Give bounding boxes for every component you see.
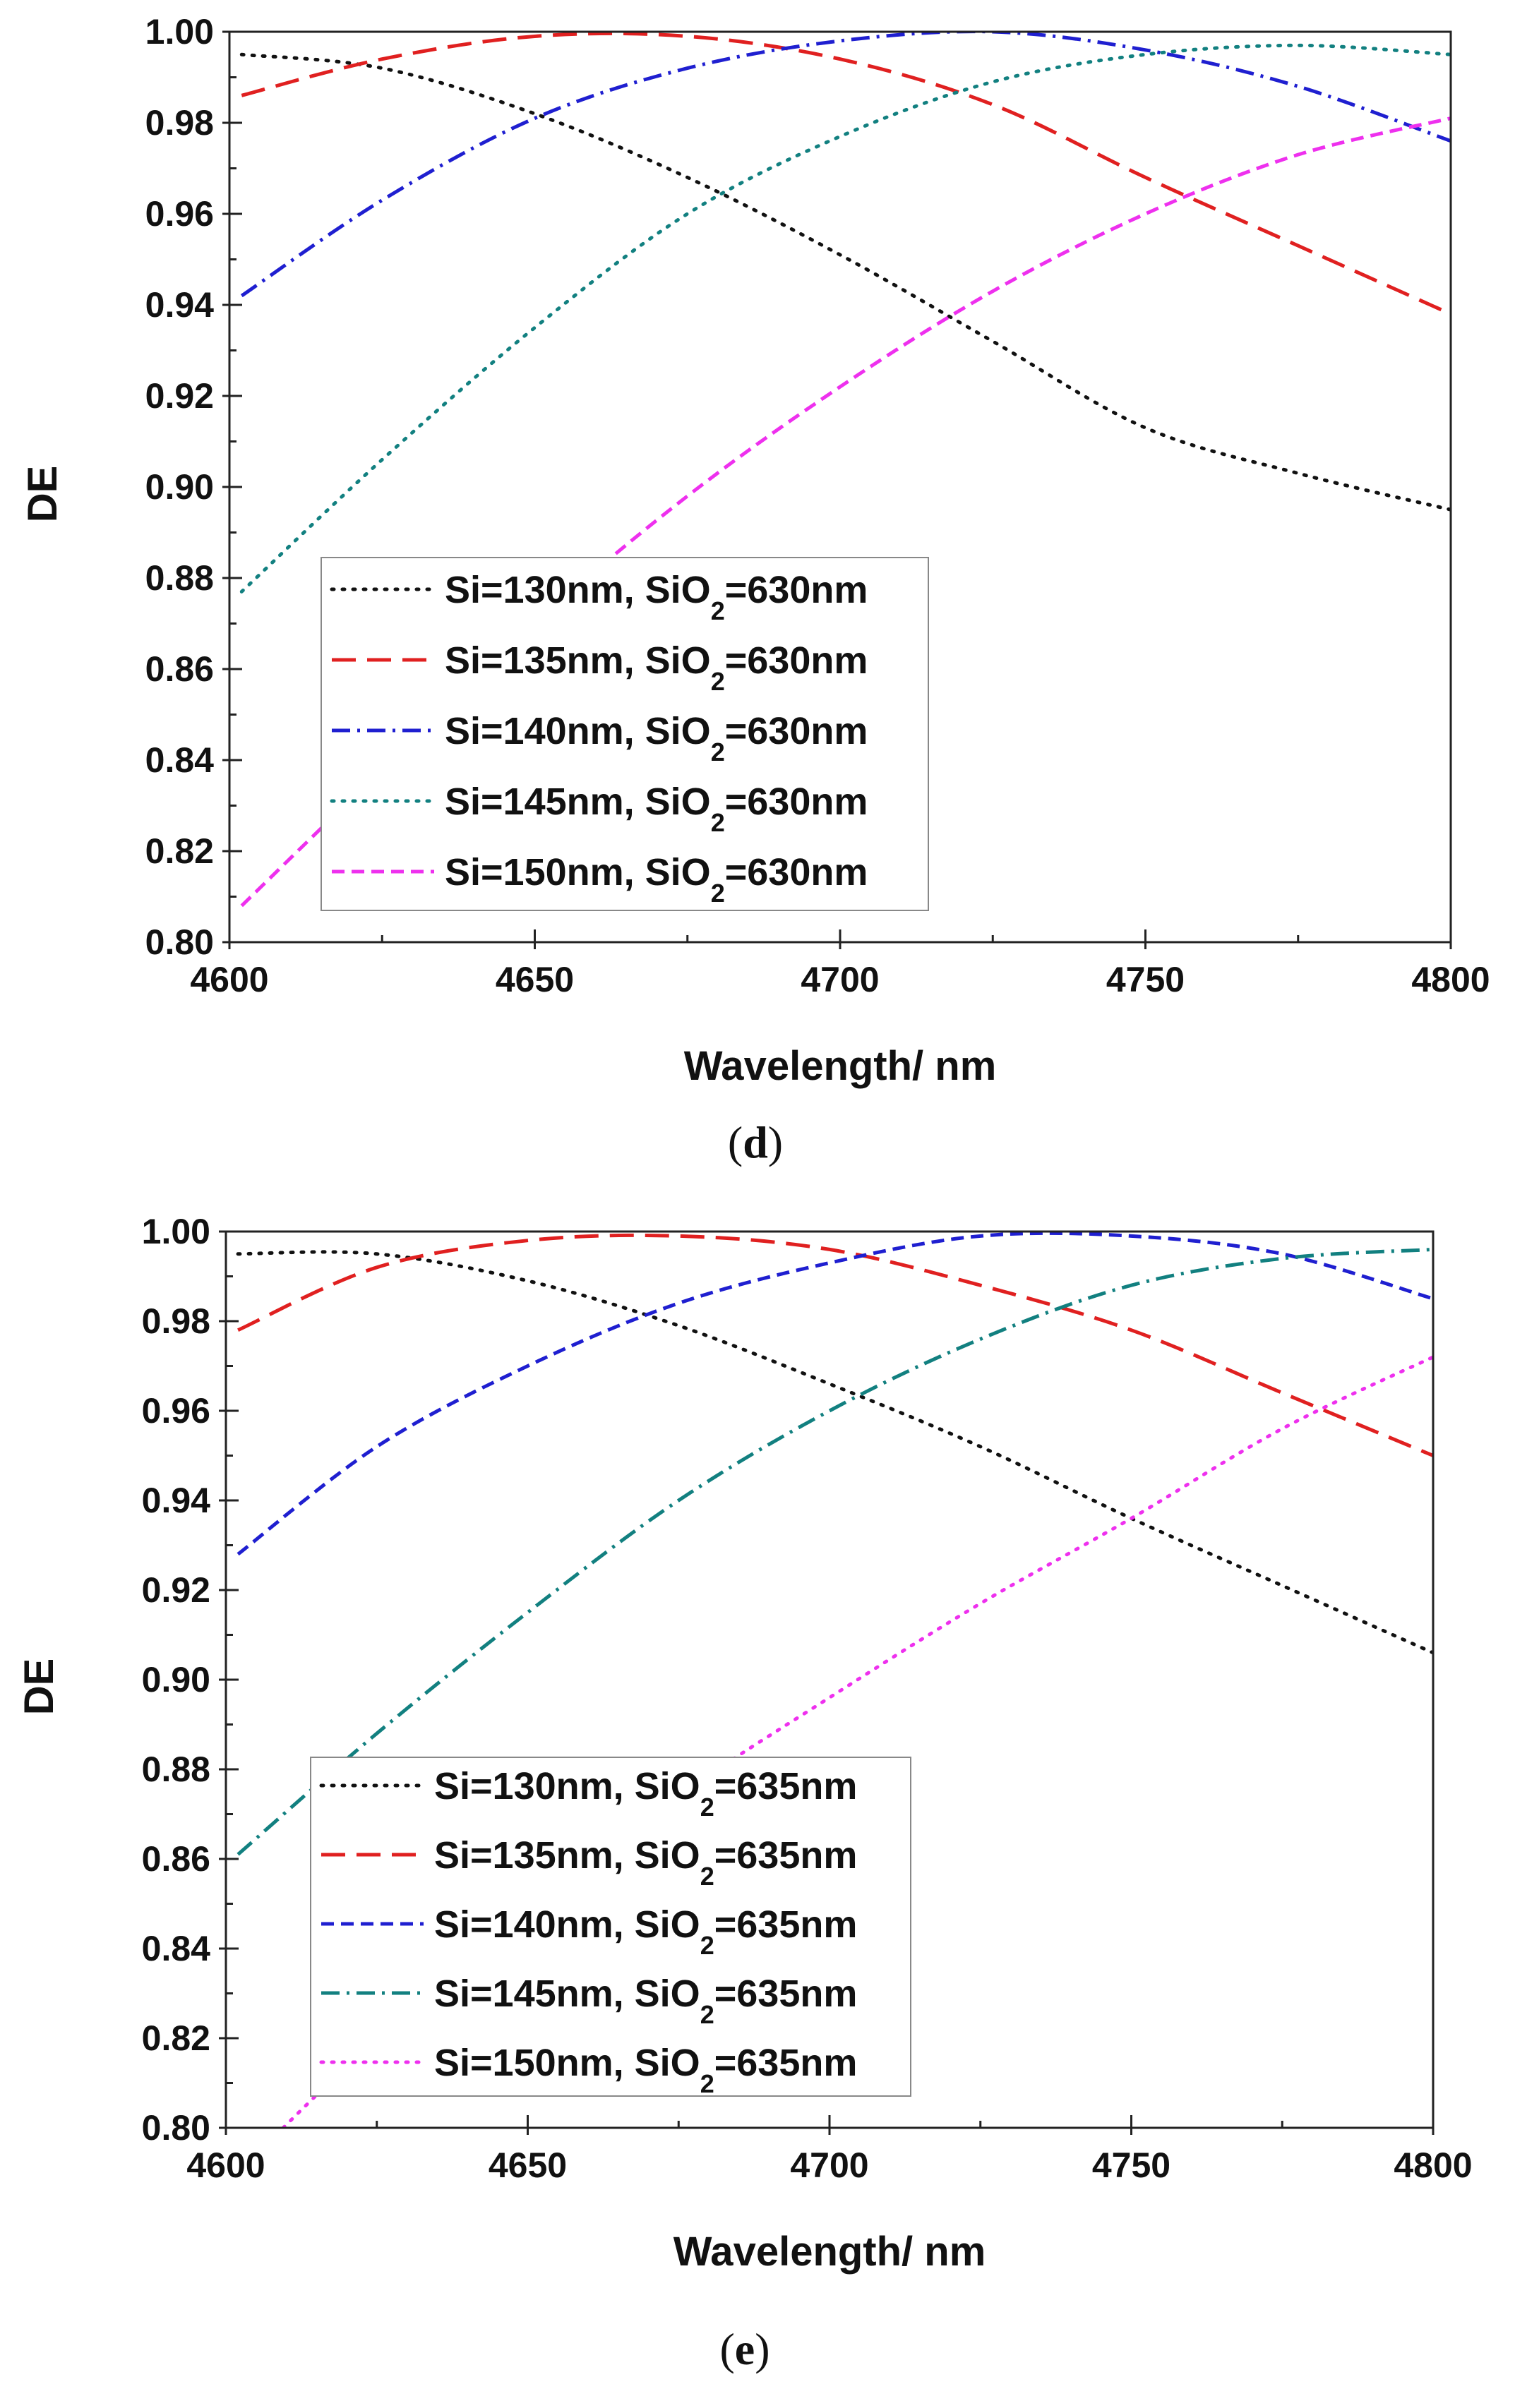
y-tick-label: 0.88	[142, 1750, 210, 1789]
x-tick-label: 4750	[1106, 960, 1185, 999]
y-tick-label: 0.92	[142, 1570, 210, 1610]
panel-caption: (e)	[719, 2324, 770, 2374]
legend-label-5: Si=150nm, SiO2=630nm	[445, 851, 868, 908]
x-tick-label: 4600	[190, 960, 268, 999]
legend-label-subscript: 2	[700, 1862, 714, 1891]
legend-label-part: Si=145nm, SiO	[434, 1973, 700, 2015]
legend-label-part: Si=135nm, SiO	[445, 639, 711, 682]
y-tick-label: 0.84	[145, 740, 215, 780]
legend-label-1: Si=130nm, SiO2=635nm	[434, 1765, 857, 1822]
x-tick-label: 4700	[801, 960, 879, 999]
y-tick-label: 0.98	[145, 103, 214, 143]
legend-label-3: Si=140nm, SiO2=635nm	[434, 1903, 857, 1960]
legend-label-part: Si=135nm, SiO	[434, 1834, 700, 1877]
legend-label-part: Si=150nm, SiO	[434, 2042, 700, 2084]
legend-label-subscript: 2	[700, 1931, 714, 1960]
legend-label-1: Si=130nm, SiO2=630nm	[445, 569, 868, 625]
legend-label-part: Si=140nm, SiO	[445, 710, 711, 752]
legend-label-part: =630nm	[725, 569, 868, 611]
chart-panel-e: 0.80 0.82 0.84 0.86 0.88 0.90 0.92 0.94 0.96 0.98…	[16, 1212, 1473, 2374]
x-tick-label: 4650	[489, 2145, 567, 2185]
series-line-2	[237, 1233, 1433, 1457]
legend-label-subscript: 2	[711, 738, 725, 766]
legend-label-subscript: 2	[700, 2000, 714, 2029]
legend-label-2: Si=135nm, SiO2=630nm	[445, 639, 868, 696]
x-tick-label: 4750	[1092, 2145, 1170, 2185]
legend-label-part: Si=140nm, SiO	[434, 1903, 700, 1946]
y-tick-label: 1.00	[145, 12, 214, 52]
x-tick-label: 4650	[496, 960, 574, 999]
legend-label-subscript: 2	[711, 596, 725, 625]
y-tick-label: 0.96	[145, 194, 214, 234]
legend-label-part: =630nm	[725, 851, 868, 893]
y-tick-label: 0.86	[145, 649, 214, 689]
chart-panel-d: 0.80 0.82 0.84 0.86 0.88 0.90 0.92 0.94 0.96 0.98…	[20, 12, 1490, 1167]
legend-label-part: =630nm	[725, 639, 868, 682]
legend-label-part: =630nm	[725, 781, 868, 823]
caption-letter: d	[743, 1117, 768, 1167]
x-axis-title: Wavelength/ nm	[673, 2229, 986, 2275]
series-line-3	[236, 1232, 1433, 1556]
x-tick-label: 4600	[186, 2145, 265, 2185]
y-axis-title: DE	[20, 466, 66, 523]
legend-label-3: Si=140nm, SiO2=630nm	[445, 710, 868, 766]
y-tick-label: 0.96	[142, 1391, 210, 1431]
legend-label-subscript: 2	[711, 667, 725, 696]
y-tick-label: 0.90	[145, 467, 214, 507]
legend-label-2: Si=135nm, SiO2=635nm	[434, 1834, 857, 1891]
y-tick-label: 0.94	[142, 1481, 211, 1520]
x-tick-label: 4800	[1394, 2145, 1472, 2185]
y-tick-label: 0.86	[142, 1839, 210, 1879]
y-tick-label: 0.90	[142, 1660, 210, 1699]
caption-letter: e	[735, 2324, 755, 2374]
y-tick-label: 0.94	[145, 285, 215, 325]
y-tick-label: 0.82	[145, 831, 214, 871]
legend-label-part: =635nm	[714, 1765, 858, 1807]
legend-label-part: =635nm	[714, 1834, 858, 1877]
x-tick-label: 4800	[1411, 960, 1490, 999]
series-line-1	[239, 52, 1451, 512]
x-axis-title: Wavelength/ nm	[684, 1043, 997, 1089]
legend-label-part: Si=130nm, SiO	[445, 569, 711, 611]
legend-box	[321, 557, 929, 911]
legend-label-subscript: 2	[700, 1793, 714, 1822]
legend-label-5: Si=150nm, SiO2=635nm	[434, 2042, 857, 2098]
caption-paren-open: (	[728, 1117, 743, 1167]
legend-label-part: =630nm	[725, 710, 868, 752]
legend-label-subscript: 2	[711, 879, 725, 908]
series-line-1	[236, 1250, 1433, 1655]
series-line-4	[239, 43, 1451, 594]
caption-paren-close: )	[768, 1117, 783, 1167]
x-tick-label: 4700	[790, 2145, 868, 2185]
legend-box	[310, 1757, 911, 2097]
legend-label-4: Si=145nm, SiO2=630nm	[445, 781, 868, 837]
y-tick-label: 0.82	[142, 2018, 210, 2058]
caption-paren-open: (	[719, 2324, 734, 2374]
legend-label-part: =635nm	[714, 1973, 858, 2015]
series-line-3	[240, 32, 1451, 298]
legend-label-part: =635nm	[714, 2042, 858, 2084]
legend-label-part: Si=145nm, SiO	[445, 781, 711, 823]
y-tick-label: 0.88	[145, 558, 214, 598]
y-axis-title: DE	[16, 1658, 62, 1716]
legend-label-4: Si=145nm, SiO2=635nm	[434, 1973, 857, 2029]
legend-label-part: =635nm	[714, 1903, 858, 1946]
series-line-2	[241, 32, 1451, 316]
legend-label-part: Si=130nm, SiO	[434, 1765, 700, 1807]
y-tick-label: 0.92	[145, 376, 214, 416]
y-tick-label: 0.80	[142, 2108, 210, 2148]
legend-label-subscript: 2	[700, 2069, 714, 2098]
legend-label-subscript: 2	[711, 808, 725, 837]
panel-caption: (d)	[728, 1117, 783, 1167]
y-tick-label: 0.80	[145, 922, 214, 962]
legend-label-part: Si=150nm, SiO	[445, 851, 711, 893]
y-tick-label: 1.00	[142, 1212, 210, 1251]
caption-paren-close: )	[755, 2324, 770, 2374]
y-tick-label: 0.84	[142, 1929, 211, 1968]
y-tick-label: 0.98	[142, 1301, 210, 1341]
